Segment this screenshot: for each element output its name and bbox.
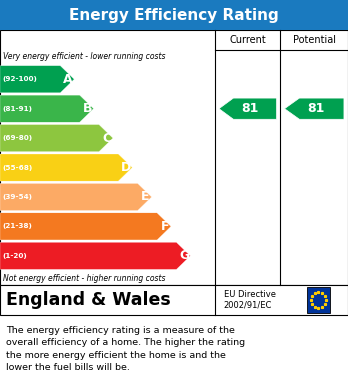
Text: EU Directive: EU Directive	[224, 290, 276, 299]
Text: (39-54): (39-54)	[3, 194, 33, 200]
Polygon shape	[0, 95, 94, 122]
Text: England & Wales: England & Wales	[6, 291, 171, 309]
Text: (21-38): (21-38)	[3, 223, 33, 230]
Text: The energy efficiency rating is a measure of the
overall efficiency of a home. T: The energy efficiency rating is a measur…	[6, 326, 245, 372]
Text: (81-91): (81-91)	[3, 106, 33, 112]
Polygon shape	[219, 98, 277, 119]
Bar	[0, 30, 348, 285]
Text: B: B	[82, 102, 92, 115]
Polygon shape	[0, 125, 113, 152]
Text: 2002/91/EC: 2002/91/EC	[224, 300, 272, 309]
Text: D: D	[121, 161, 131, 174]
Polygon shape	[0, 183, 152, 210]
Polygon shape	[285, 98, 344, 119]
Text: Not energy efficient - higher running costs: Not energy efficient - higher running co…	[3, 274, 165, 283]
Text: E: E	[141, 190, 150, 203]
Text: 81: 81	[307, 102, 325, 115]
Text: (69-80): (69-80)	[3, 135, 33, 141]
Text: (55-68): (55-68)	[3, 165, 33, 170]
Text: Potential: Potential	[293, 35, 336, 45]
Polygon shape	[0, 242, 190, 269]
Text: 81: 81	[241, 102, 258, 115]
Text: Very energy efficient - lower running costs: Very energy efficient - lower running co…	[3, 52, 165, 61]
Bar	[307, 287, 330, 313]
Polygon shape	[0, 66, 74, 93]
Bar	[0, 285, 348, 315]
Polygon shape	[0, 213, 171, 240]
Text: Energy Efficiency Rating: Energy Efficiency Rating	[69, 7, 279, 23]
Text: (1-20): (1-20)	[3, 253, 27, 259]
Text: F: F	[160, 220, 169, 233]
Text: Current: Current	[229, 35, 266, 45]
Bar	[0, 0, 348, 30]
Text: G: G	[179, 249, 189, 262]
Text: A: A	[63, 73, 73, 86]
Text: C: C	[102, 132, 111, 145]
Text: (92-100): (92-100)	[3, 76, 38, 82]
Polygon shape	[0, 154, 132, 181]
